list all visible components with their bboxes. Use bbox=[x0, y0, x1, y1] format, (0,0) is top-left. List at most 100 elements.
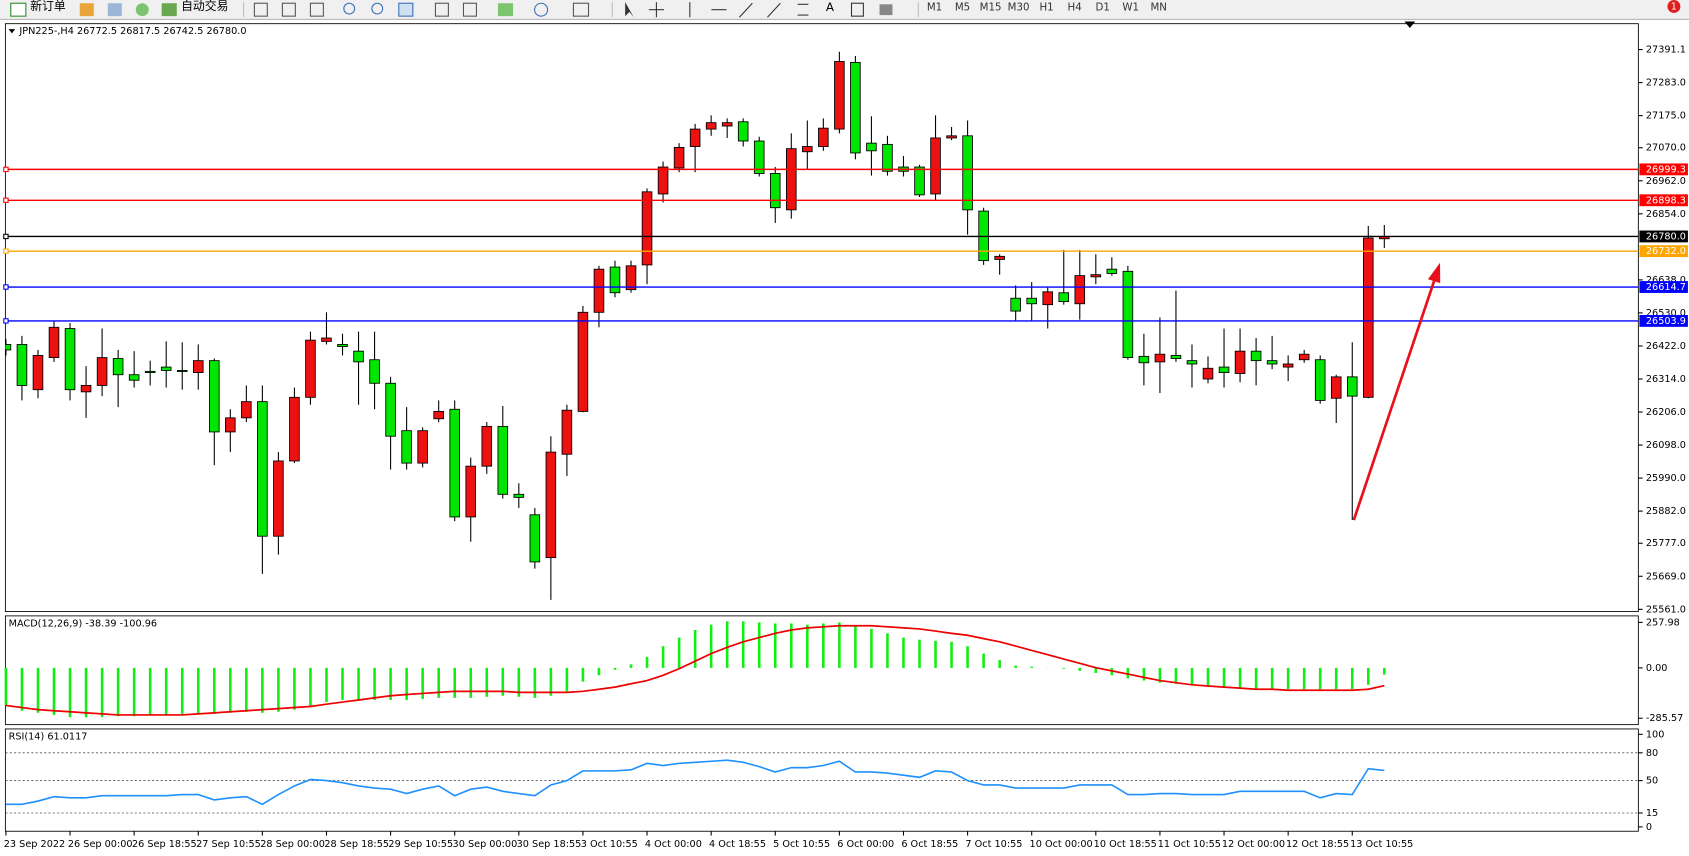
icon[interactable] bbox=[497, 3, 514, 17]
candle-body bbox=[513, 493, 525, 498]
candle-body bbox=[1218, 366, 1230, 374]
x-tick-label: 27 Sep 10:55 bbox=[196, 839, 261, 850]
annotation bbox=[1352, 262, 1441, 521]
candle-body bbox=[577, 311, 589, 412]
zoom-in[interactable] bbox=[343, 2, 356, 15]
candle-body bbox=[705, 122, 717, 130]
candle-body bbox=[241, 401, 252, 419]
x-tick-label: 26 Sep 18:55 bbox=[132, 839, 197, 850]
y-tick-label: 27070.0 bbox=[1646, 143, 1686, 154]
x-tick-label: 10 Oct 18:55 bbox=[1094, 839, 1157, 850]
new-order-icon[interactable] bbox=[10, 2, 27, 17]
indicator-header: MACD(12,26,9) -38.39 -100.96 bbox=[9, 618, 157, 629]
text-tool[interactable]: A bbox=[826, 0, 834, 14]
timeframe-button[interactable]: H4 bbox=[1068, 3, 1082, 14]
auto-trading-icon[interactable] bbox=[161, 3, 177, 17]
x-tick-label: 29 Sep 10:55 bbox=[388, 839, 453, 850]
candle-body bbox=[257, 401, 268, 537]
candle-body bbox=[273, 460, 284, 537]
trendline-tool[interactable] bbox=[739, 2, 753, 18]
timeframe-button[interactable]: M15 bbox=[980, 3, 1002, 14]
x-tick-label: 13 Oct 10:55 bbox=[1350, 839, 1413, 850]
toolbar-bg bbox=[0, 0, 1689, 20]
x-tick-label: 10 Oct 00:00 bbox=[1030, 839, 1093, 850]
icon[interactable] bbox=[572, 2, 590, 17]
channel-tool[interactable] bbox=[767, 2, 781, 18]
x-tick-label: 5 Oct 10:55 bbox=[773, 839, 830, 850]
notification-badge[interactable] bbox=[1667, 0, 1681, 13]
chart-shift-marker bbox=[1404, 21, 1416, 28]
panel: 257.98 0.00 -285.57 MACD(12,26,9) -38.39 -1… bbox=[4, 615, 1683, 726]
icon[interactable] bbox=[398, 2, 414, 17]
header-marker bbox=[8, 29, 16, 34]
x-tick-label: 26 Sep 00:00 bbox=[68, 839, 133, 850]
x-tick-label: 7 Oct 10:55 bbox=[965, 839, 1022, 850]
zoom-out[interactable] bbox=[371, 2, 384, 15]
candle-body bbox=[1186, 360, 1198, 365]
icon[interactable] bbox=[79, 3, 94, 17]
y-tick-label: 50 bbox=[1646, 776, 1658, 787]
x-tick-label: 6 Oct 18:55 bbox=[901, 839, 958, 850]
candle-body bbox=[321, 337, 332, 342]
candle-body bbox=[64, 328, 76, 391]
toolbar: 新订单 自动交易 A M1 M5 M15 M30 H1 H4 D1 W1 MN 1 bbox=[0, 0, 1689, 20]
y-tick-label: 26530.0 bbox=[1646, 308, 1686, 319]
candle-body bbox=[112, 358, 124, 376]
y-tick-label: 26422.0 bbox=[1646, 341, 1686, 352]
price-line-handle bbox=[3, 233, 9, 240]
candle-body bbox=[850, 61, 861, 154]
icon[interactable] bbox=[253, 2, 268, 17]
auto-trading[interactable]: 自动交易 bbox=[181, 0, 228, 13]
icon[interactable] bbox=[281, 2, 296, 17]
candle-body bbox=[209, 360, 220, 433]
candle-body bbox=[96, 357, 108, 386]
timeframe-button[interactable]: W1 bbox=[1122, 3, 1139, 14]
timeframe-button[interactable]: H1 bbox=[1040, 3, 1054, 14]
candle-body bbox=[433, 410, 444, 420]
x-tick-label: 30 Sep 00:00 bbox=[453, 839, 518, 850]
x-tick-label: 28 Sep 00:00 bbox=[260, 839, 325, 850]
price-label-box bbox=[1639, 194, 1688, 207]
candle-body bbox=[1170, 355, 1182, 359]
arrows-tool[interactable] bbox=[879, 4, 893, 16]
price-label-box bbox=[1639, 163, 1688, 176]
price-label: 26503.9 bbox=[1646, 316, 1686, 327]
candle-body bbox=[1090, 274, 1102, 278]
timeframe-button[interactable]: M5 bbox=[955, 3, 970, 14]
candle-body bbox=[353, 350, 364, 363]
label-tool[interactable] bbox=[850, 2, 864, 17]
y-tick-label: 25777.0 bbox=[1646, 538, 1686, 549]
candle-body bbox=[721, 122, 733, 127]
candle-body bbox=[305, 339, 316, 398]
y-tick-label: 26314.0 bbox=[1646, 374, 1686, 385]
candle-body bbox=[994, 255, 1005, 260]
notification-count[interactable]: 1 bbox=[1671, 1, 1677, 12]
candle-body bbox=[769, 173, 781, 209]
candle-body bbox=[32, 355, 44, 391]
candle-body bbox=[673, 147, 685, 169]
timeframe-button[interactable]: D1 bbox=[1095, 3, 1109, 14]
icon[interactable] bbox=[462, 2, 477, 17]
icon[interactable] bbox=[135, 3, 149, 17]
timeframe-button[interactable]: M1 bbox=[927, 3, 942, 14]
candle-body bbox=[176, 369, 188, 372]
price-line-handle bbox=[3, 197, 9, 203]
timeframe-button[interactable]: MN bbox=[1150, 3, 1166, 14]
candle-body bbox=[545, 451, 557, 559]
icon[interactable] bbox=[534, 2, 549, 17]
y-tick-label: 26098.0 bbox=[1646, 440, 1686, 451]
timeframe-button[interactable]: M30 bbox=[1008, 3, 1030, 14]
icon[interactable] bbox=[107, 3, 122, 17]
icon[interactable] bbox=[309, 2, 324, 17]
icon[interactable] bbox=[434, 2, 449, 17]
candle-body bbox=[449, 408, 460, 518]
new-order[interactable]: 新订单 bbox=[30, 0, 66, 13]
candle-body bbox=[1042, 291, 1054, 306]
candle-body bbox=[561, 409, 573, 455]
candle-body bbox=[625, 265, 637, 291]
candle-body bbox=[1363, 237, 1374, 398]
candle-body bbox=[882, 143, 893, 172]
candle-body bbox=[1346, 376, 1358, 397]
